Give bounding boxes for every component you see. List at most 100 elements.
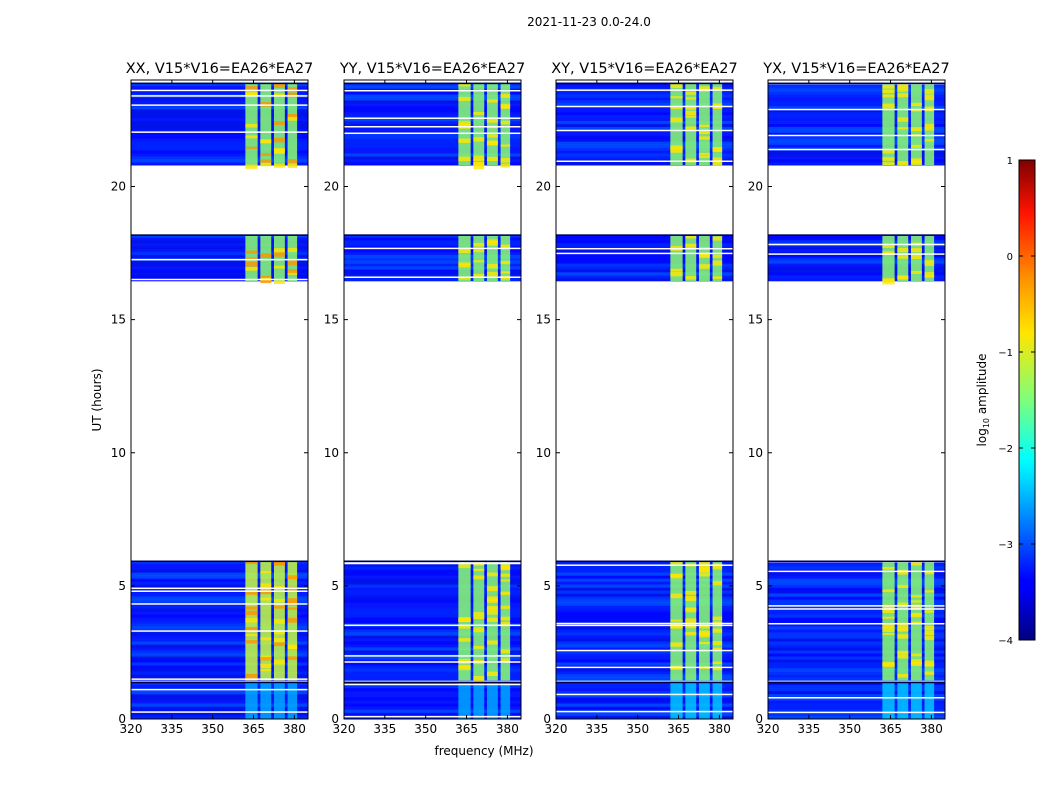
bright-subband (897, 82, 909, 166)
x-tick-label: 350 (838, 722, 861, 736)
panel-xy: XY, V15*V16=EA26*EA27 320 335 350 365 380 0 5 10… (536, 61, 738, 736)
x-tick-label: 320 (757, 722, 780, 736)
colorbar-tick-label: −3 (998, 540, 1013, 551)
bright-subband (924, 681, 935, 719)
bright-subband (260, 681, 272, 719)
x-tick-label: 335 (373, 722, 396, 736)
y-tick-label: 0 (331, 712, 339, 726)
colorbar: −4 −3 −2 −1 0 1 log10 amplitude (975, 156, 1036, 647)
y-tick-label: 5 (118, 579, 126, 593)
x-tick-label: 365 (455, 722, 478, 736)
bright-subband (685, 234, 697, 282)
bright-subband (473, 82, 485, 166)
bright-subband (698, 560, 710, 681)
x-tick-label: 320 (545, 722, 568, 736)
x-tick-label: 350 (201, 722, 224, 736)
x-tick-label: 365 (242, 722, 265, 736)
y-axis-label: UT (hours) (90, 368, 104, 431)
bright-subband (245, 681, 258, 719)
y-tick-label: 10 (748, 446, 763, 460)
colorbar-tick-label: 1 (1007, 156, 1013, 167)
spectrogram-xy (556, 80, 733, 719)
bright-subband (882, 82, 895, 166)
spectrogram-yx (768, 80, 945, 719)
bright-subband (698, 681, 710, 719)
bright-subband (500, 560, 511, 681)
bright-subband (924, 560, 935, 681)
colorbar-ticks: −4 −3 −2 −1 0 1 (998, 156, 1035, 647)
bright-subband (685, 681, 697, 719)
y-tick-label: 20 (324, 180, 339, 194)
bright-subband (882, 681, 895, 719)
bright-subband (910, 560, 922, 681)
bright-subband (897, 681, 909, 719)
bright-subband (486, 234, 498, 282)
bright-subband (910, 82, 922, 166)
colorbar-tick-label: −2 (998, 444, 1013, 455)
panel-title: XX, V15*V16=EA26*EA27 (126, 61, 314, 77)
x-tick-label: 380 (920, 722, 943, 736)
bright-subband (882, 234, 895, 282)
panel-frame (767, 79, 946, 720)
y-tick-label: 5 (331, 579, 339, 593)
panel-yx: YX, V15*V16=EA26*EA27 320 335 350 365 380 0 5 10… (748, 61, 950, 736)
x-tick-label: 365 (667, 722, 690, 736)
x-tick-label: 320 (120, 722, 143, 736)
panel-frame (130, 79, 309, 720)
figure-suptitle: 2021-11-23 0.0-24.0 (527, 15, 651, 29)
spectrogram-yy (344, 80, 521, 719)
y-tick-label: 15 (324, 313, 339, 327)
x-tick-label: 320 (333, 722, 356, 736)
bright-subband (287, 681, 298, 719)
bright-subband (670, 681, 683, 719)
y-tick-label: 15 (111, 313, 126, 327)
bright-subband (500, 681, 511, 719)
bright-subband (287, 234, 298, 282)
x-tick-label: 350 (626, 722, 649, 736)
x-axis-label: frequency (MHz) (434, 744, 533, 758)
panel-frame (343, 79, 522, 720)
y-tick-label: 10 (111, 446, 126, 460)
y-tick-label: 20 (748, 180, 763, 194)
heatmap-panels: XX, V15*V16=EA26*EA27 320 335 350 365 380 0 5 10… (111, 61, 950, 736)
bright-subband (473, 560, 485, 681)
x-tick-label: 335 (585, 722, 608, 736)
panel-title: XY, V15*V16=EA26*EA27 (551, 61, 737, 77)
colorbar-tick-label: −4 (998, 636, 1013, 647)
colorbar-tick-label: −1 (998, 348, 1013, 359)
colorbar-tick-label: 0 (1007, 252, 1013, 263)
bright-subband (712, 560, 723, 681)
y-tick-label: 15 (536, 313, 551, 327)
y-tick-label: 10 (536, 446, 551, 460)
bright-subband (287, 82, 298, 166)
y-tick-label: 10 (324, 446, 339, 460)
bright-subband (910, 681, 922, 719)
spectrogram-xx (131, 80, 308, 719)
bright-subband (458, 681, 471, 719)
panel-frame (555, 79, 734, 720)
bright-subband (500, 234, 511, 282)
bright-subband (685, 82, 697, 166)
y-tick-label: 20 (111, 180, 126, 194)
x-tick-label: 335 (797, 722, 820, 736)
bright-subband (273, 681, 285, 719)
x-tick-label: 380 (496, 722, 519, 736)
bright-subband (698, 82, 710, 166)
y-tick-label: 5 (543, 579, 551, 593)
colorbar-label: log10 amplitude (975, 354, 991, 447)
bright-subband (712, 681, 723, 719)
bright-subband (712, 82, 723, 166)
x-tick-label: 350 (414, 722, 437, 736)
bright-subband (670, 82, 683, 166)
bright-subband (458, 234, 471, 282)
panel-xx: XX, V15*V16=EA26*EA27 320 335 350 365 380 0 5 10… (111, 61, 314, 736)
bright-subband (486, 82, 498, 166)
bright-subband (473, 681, 485, 719)
y-tick-label: 5 (755, 579, 763, 593)
panel-yy: YY, V15*V16=EA26*EA27 320 335 350 365 380 0 5 10… (324, 61, 525, 736)
bright-subband (273, 234, 285, 282)
bright-subband (473, 234, 485, 282)
bright-subband (897, 560, 909, 681)
colorbar-gradient (1018, 159, 1036, 641)
